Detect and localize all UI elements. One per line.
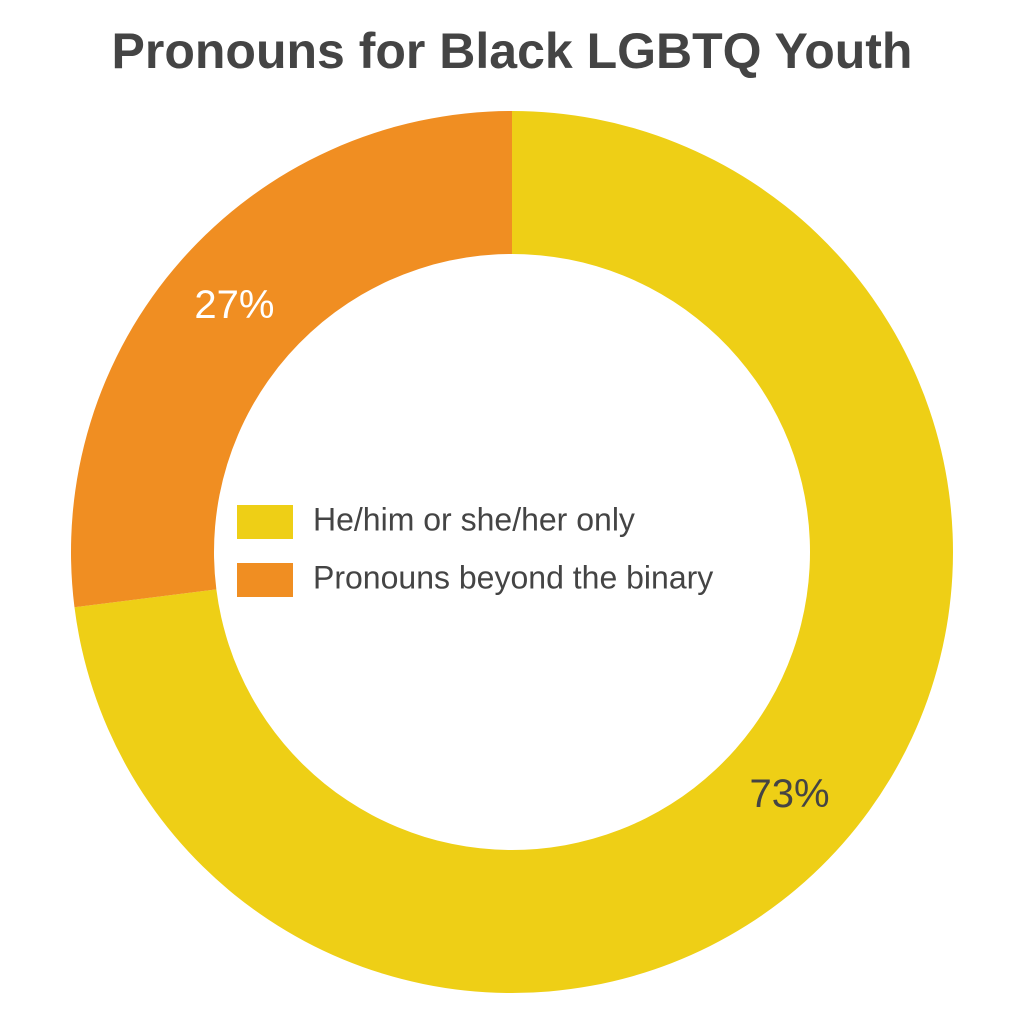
value-label: 73% bbox=[750, 772, 830, 816]
legend-swatch bbox=[237, 505, 293, 539]
donut-segment bbox=[74, 111, 953, 993]
legend-label: Pronouns beyond the binary bbox=[313, 559, 713, 595]
chart-title: Pronouns for Black LGBTQ Youth bbox=[112, 23, 913, 79]
legend-label: He/him or she/her only bbox=[313, 501, 635, 537]
donut-segment bbox=[70, 111, 512, 608]
legend-swatch bbox=[237, 563, 293, 597]
value-label: 27% bbox=[194, 283, 274, 327]
